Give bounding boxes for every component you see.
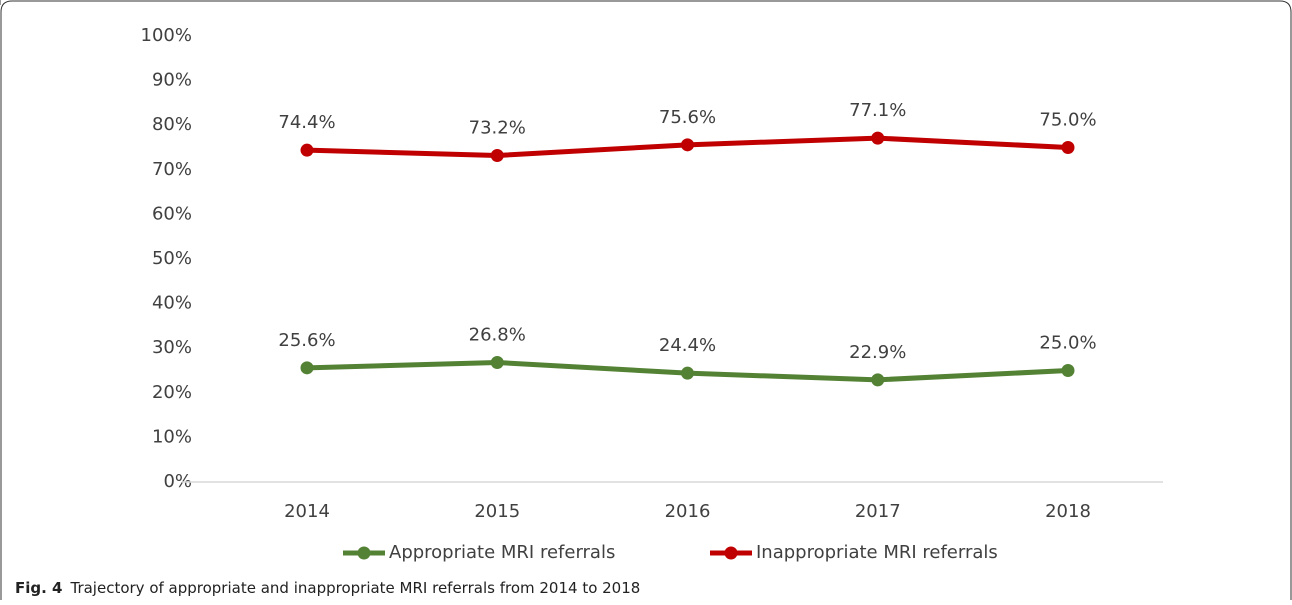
y-tick-label: 80% (152, 114, 192, 135)
point (1061, 141, 1075, 154)
point (300, 361, 314, 375)
point (681, 138, 694, 152)
legend-label: Appropriate MRI referrals (389, 542, 615, 563)
y-tick-label: 70% (152, 159, 192, 180)
x-tick-label: 2018 (1045, 501, 1091, 522)
legend-label: Inappropriate MRI referrals (756, 542, 998, 563)
point (1061, 364, 1075, 377)
data-label: 24.4% (659, 335, 716, 356)
data-label: 73.2% (469, 118, 526, 139)
data-label: 26.8% (469, 324, 526, 345)
y-tick-label: 60% (152, 203, 192, 224)
data-label: 74.4% (278, 112, 335, 133)
data-label: 22.9% (849, 342, 906, 363)
caption: Fig. 4 Trajectory of appropriate and inap… (15, 579, 640, 597)
y-tick-label: 40% (152, 293, 192, 314)
x-tick-label: 2015 (474, 501, 520, 522)
point (871, 373, 885, 387)
x-tick-label: 2017 (855, 501, 901, 522)
caption-label: Fig. 4 (15, 579, 62, 597)
data-label: 77.1% (849, 100, 906, 121)
point (490, 149, 504, 163)
y-tick-label: 10% (152, 426, 192, 447)
x-tick-label: 2014 (284, 501, 330, 522)
legend-marker (357, 546, 371, 560)
y-tick-label: 0% (163, 471, 192, 492)
y-tick-label: 50% (152, 248, 192, 269)
point (871, 131, 885, 145)
y-tick-label: 100% (141, 25, 192, 46)
point (681, 366, 694, 380)
data-label: 25.6% (278, 330, 335, 351)
data-label: 75.6% (659, 107, 716, 128)
caption-text: Trajectory of appropriate and inappropri… (69, 579, 640, 597)
point (300, 143, 314, 157)
data-label: 25.0% (1039, 333, 1096, 354)
y-tick-label: 20% (152, 382, 192, 403)
x-tick-label: 2016 (665, 501, 711, 522)
legend-marker (724, 546, 738, 560)
data-label: 75.0% (1039, 110, 1096, 131)
point (490, 355, 504, 369)
y-tick-label: 90% (152, 70, 192, 91)
y-tick-label: 30% (152, 337, 192, 358)
